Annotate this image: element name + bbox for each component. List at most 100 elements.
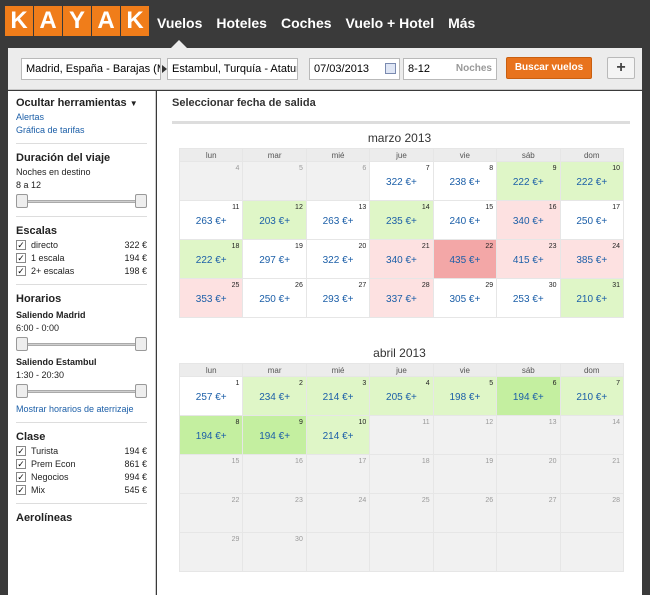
calendar-day[interactable]: 11 263 €+ bbox=[180, 201, 243, 239]
slider-handle-max[interactable] bbox=[135, 337, 147, 351]
calendar-icon[interactable] bbox=[385, 63, 396, 74]
month-title: abril 2013 bbox=[373, 346, 426, 360]
calendar-day[interactable]: 22 435 €+ bbox=[433, 240, 497, 278]
checkbox[interactable]: ✓ bbox=[16, 446, 26, 456]
origin-input[interactable]: Madrid, España - Barajas (M bbox=[21, 58, 161, 80]
search-flights-button[interactable]: Buscar vuelos bbox=[506, 57, 592, 79]
option-price: 994 € bbox=[124, 472, 147, 482]
calendar-day[interactable]: 7 322 €+ bbox=[370, 162, 433, 200]
day-price: 340 €+ bbox=[386, 255, 417, 266]
fare-chart-link[interactable]: Gráfica de tarifas bbox=[16, 125, 85, 135]
slider-handle-min[interactable] bbox=[16, 337, 28, 351]
calendar-day[interactable]: 28 337 €+ bbox=[370, 279, 433, 317]
times-title: Horarios bbox=[16, 293, 62, 305]
calendar-day[interactable]: 10 222 €+ bbox=[560, 162, 623, 200]
calendar-day[interactable]: 8 238 €+ bbox=[433, 162, 497, 200]
calendar-day[interactable]: 8 194 €+ bbox=[180, 416, 243, 454]
calendar-day: 29 bbox=[180, 533, 243, 571]
calendar-day[interactable]: 20 322 €+ bbox=[306, 240, 370, 278]
day-number: 29 bbox=[231, 536, 240, 543]
calendar-day[interactable]: 18 222 €+ bbox=[180, 240, 243, 278]
stops-title: Escalas bbox=[16, 225, 57, 237]
calendar-day[interactable]: 9 222 €+ bbox=[497, 162, 560, 200]
day-number: 14 bbox=[612, 419, 620, 426]
calendar-day[interactable]: 14 235 €+ bbox=[370, 201, 433, 239]
calendar-day[interactable]: 1 257 €+ bbox=[180, 377, 243, 415]
calendar-day[interactable]: 24 385 €+ bbox=[560, 240, 623, 278]
cabin-option[interactable]: ✓ Prem Econ 861 € bbox=[16, 459, 147, 469]
calendar-day[interactable]: 15 240 €+ bbox=[433, 201, 497, 239]
hide-tools-label: Ocultar herramientas bbox=[16, 97, 127, 109]
nav-flights[interactable]: Vuelos bbox=[157, 15, 203, 31]
slider-handle-max[interactable] bbox=[135, 194, 147, 208]
destination-input[interactable]: Estambul, Turquía - Ataturk bbox=[167, 58, 298, 80]
calendar-day bbox=[497, 533, 560, 571]
chevron-right-icon bbox=[162, 65, 167, 73]
cabin-option[interactable]: ✓ Mix 545 € bbox=[16, 485, 147, 495]
alerts-link[interactable]: Alertas bbox=[16, 112, 45, 122]
stops-option[interactable]: ✓ directo 322 € bbox=[16, 240, 147, 250]
calendar-day[interactable]: 23 415 €+ bbox=[497, 240, 560, 278]
day-number: 28 bbox=[612, 497, 620, 504]
departure-date-input[interactable]: 07/03/2013 bbox=[309, 58, 400, 80]
checkbox[interactable]: ✓ bbox=[16, 459, 26, 469]
checkbox[interactable]: ✓ bbox=[16, 472, 26, 482]
checkbox[interactable]: ✓ bbox=[16, 253, 26, 263]
duration-slider[interactable] bbox=[16, 194, 147, 208]
weekday-header: mar bbox=[243, 149, 306, 161]
kayak-logo[interactable]: K A Y A K bbox=[5, 6, 149, 36]
slider-handle-max[interactable] bbox=[135, 384, 147, 398]
calendar-day: 25 bbox=[370, 494, 433, 532]
add-search-button[interactable]: + bbox=[607, 57, 635, 79]
checkbox[interactable]: ✓ bbox=[16, 266, 26, 276]
day-price: 214 €+ bbox=[322, 431, 354, 442]
calendar-day bbox=[306, 533, 370, 571]
calendar-day[interactable]: 3 214 €+ bbox=[306, 377, 370, 415]
calendar-day[interactable]: 4 205 €+ bbox=[370, 377, 433, 415]
nav-hotels[interactable]: Hoteles bbox=[216, 15, 267, 31]
calendar-day[interactable]: 30 253 €+ bbox=[497, 279, 560, 317]
calendar-day[interactable]: 12 203 €+ bbox=[243, 201, 306, 239]
calendar-day[interactable]: 19 297 €+ bbox=[243, 240, 306, 278]
day-price: 297 €+ bbox=[259, 255, 291, 266]
calendar-day[interactable]: 10 214 €+ bbox=[306, 416, 370, 454]
checkbox[interactable]: ✓ bbox=[16, 485, 26, 495]
calendar-day[interactable]: 26 250 €+ bbox=[243, 279, 306, 317]
calendar-day[interactable]: 2 234 €+ bbox=[243, 377, 306, 415]
day-number: 25 bbox=[231, 282, 240, 289]
cabin-option[interactable]: ✓ Turista 194 € bbox=[16, 446, 147, 456]
calendar-day[interactable]: 5 198 €+ bbox=[433, 377, 497, 415]
calendar-day[interactable]: 16 340 €+ bbox=[497, 201, 560, 239]
calendar-day[interactable]: 7 210 €+ bbox=[560, 377, 623, 415]
option-price: 861 € bbox=[124, 459, 147, 469]
option-label: 1 escala bbox=[31, 253, 65, 263]
nav-cars[interactable]: Coches bbox=[280, 15, 332, 31]
slider-handle-min[interactable] bbox=[16, 194, 28, 208]
calendar-day[interactable]: 6 194 €+ bbox=[497, 377, 560, 415]
nights-input[interactable]: 8-12 Noches bbox=[403, 58, 497, 80]
divider bbox=[16, 216, 147, 217]
calendar-day[interactable]: 25 353 €+ bbox=[180, 279, 243, 317]
destination-time-slider[interactable] bbox=[16, 384, 147, 398]
calendar-day[interactable]: 27 293 €+ bbox=[306, 279, 370, 317]
day-price: 322 €+ bbox=[386, 177, 417, 188]
day-price: 210 €+ bbox=[576, 392, 608, 403]
nav-more[interactable]: Más bbox=[448, 15, 476, 31]
checkbox[interactable]: ✓ bbox=[16, 240, 26, 250]
hide-tools-toggle[interactable]: Ocultar herramientas ▼ bbox=[16, 97, 147, 109]
show-landing-times-link[interactable]: Mostrar horarios de aterrizaje bbox=[16, 404, 134, 414]
calendar-day[interactable]: 17 250 €+ bbox=[560, 201, 623, 239]
calendar-day[interactable]: 21 340 €+ bbox=[370, 240, 433, 278]
day-price: 253 €+ bbox=[512, 294, 544, 305]
slider-handle-min[interactable] bbox=[16, 384, 28, 398]
calendar-day[interactable]: 29 305 €+ bbox=[433, 279, 497, 317]
nav-flight-hotel[interactable]: Vuelo + Hotel bbox=[345, 15, 435, 31]
calendar-day[interactable]: 31 210 €+ bbox=[560, 279, 623, 317]
calendar-day[interactable]: 13 263 €+ bbox=[306, 201, 370, 239]
calendar-day: 16 bbox=[243, 455, 306, 493]
cabin-option[interactable]: ✓ Negocios 994 € bbox=[16, 472, 147, 482]
calendar-day[interactable]: 9 194 €+ bbox=[243, 416, 306, 454]
stops-option[interactable]: ✓ 1 escala 194 € bbox=[16, 253, 147, 263]
origin-time-slider[interactable] bbox=[16, 337, 147, 351]
stops-option[interactable]: ✓ 2+ escalas 198 € bbox=[16, 266, 147, 276]
